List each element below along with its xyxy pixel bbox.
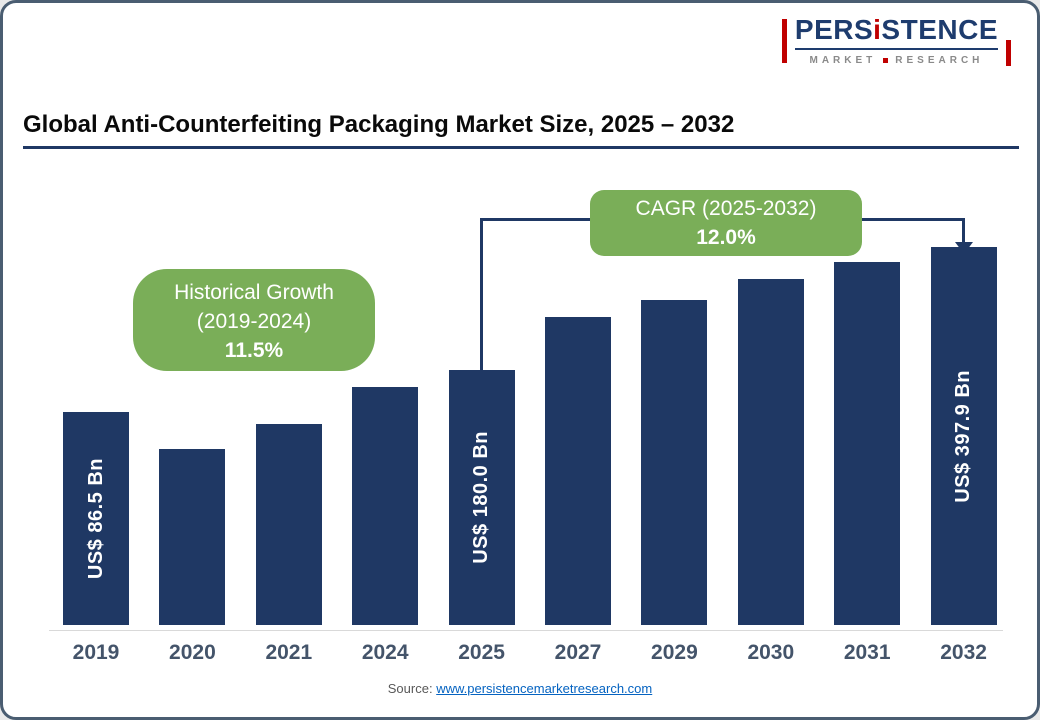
axis-label-2031: 2031 xyxy=(843,641,891,664)
x-axis-baseline xyxy=(49,630,1003,631)
historical-growth-annotation: Historical Growth (2019-2024) 11.5% xyxy=(133,269,375,371)
bar-value-label-2025: US$ 180.0 Bn xyxy=(470,431,493,564)
page-title: Global Anti-Counterfeiting Packaging Mar… xyxy=(23,111,735,138)
source-link[interactable]: www.persistencemarketresearch.com xyxy=(436,681,653,696)
bar-2020 xyxy=(159,449,226,625)
logo-subtitle: MARKET RESEARCH xyxy=(794,48,998,66)
bar-2025: US$ 180.0 Bn xyxy=(448,370,515,625)
cagr-annotation: CAGR (2025-2032) 12.0% xyxy=(590,190,862,256)
axis-label-2027: 2027 xyxy=(554,641,602,664)
source-line: Source: www.persistencemarketresearch.co… xyxy=(3,681,1037,696)
axis-label-2021: 2021 xyxy=(265,641,313,664)
axis-label-2019: 2019 xyxy=(72,641,120,664)
bar-2027 xyxy=(545,317,611,625)
cagr-connector-right-vertical xyxy=(962,218,965,243)
axis-label-2024: 2024 xyxy=(361,641,409,664)
bar-2024 xyxy=(352,387,419,625)
cagr-connector-left-horizontal xyxy=(480,218,592,221)
axis-label-2025: 2025 xyxy=(458,641,505,664)
cagr-value: 12.0% xyxy=(696,226,756,249)
persistence-market-research-logo: PERSiSTENCE MARKET RESEARCH xyxy=(781,14,1011,66)
logo-text-block: PERSiSTENCE MARKET RESEARCH xyxy=(794,14,998,66)
axis-label-2032: 2032 xyxy=(940,641,987,664)
bar-2029 xyxy=(641,300,708,625)
axis-label-2020: 2020 xyxy=(169,641,216,664)
logo-left-red-bar-icon xyxy=(781,19,787,63)
bar-2031 xyxy=(834,262,901,625)
cagr-connector-left-vertical xyxy=(480,218,483,378)
bar-2030 xyxy=(737,279,804,625)
bar-value-label-2019: US$ 86.5 Bn xyxy=(84,457,107,580)
logo-wordmark: PERSiSTENCE xyxy=(794,14,998,45)
historical-growth-label: Historical Growth xyxy=(174,281,334,304)
logo-red-i: i xyxy=(873,14,882,45)
logo-subtitle-word1: MARKET xyxy=(809,55,877,66)
bar-value-label-2032: US$ 397.9 Bn xyxy=(952,369,975,503)
bar-chart: US$ 86.5 Bn US$ 180.0 Bn US$ 397.9 Bn 2019… xyxy=(3,3,1037,717)
source-prefix: Source: xyxy=(387,681,433,696)
logo-right-red-bar-icon xyxy=(1006,40,1011,66)
bar-2021 xyxy=(255,424,322,625)
cagr-label: CAGR (2025-2032) xyxy=(635,197,817,220)
axis-label-2030: 2030 xyxy=(747,641,795,664)
historical-growth-period: (2019-2024) xyxy=(196,310,312,333)
bar-2032: US$ 397.9 Bn xyxy=(930,247,997,625)
title-underline xyxy=(23,146,1019,149)
logo-subtitle-word2: RESEARCH xyxy=(895,55,984,66)
logo-red-square-icon xyxy=(883,58,889,63)
historical-growth-value: 11.5% xyxy=(224,339,284,362)
axis-label-2029: 2029 xyxy=(651,641,698,664)
bar-2019: US$ 86.5 Bn xyxy=(63,412,129,625)
cagr-connector-right-horizontal xyxy=(858,218,965,221)
